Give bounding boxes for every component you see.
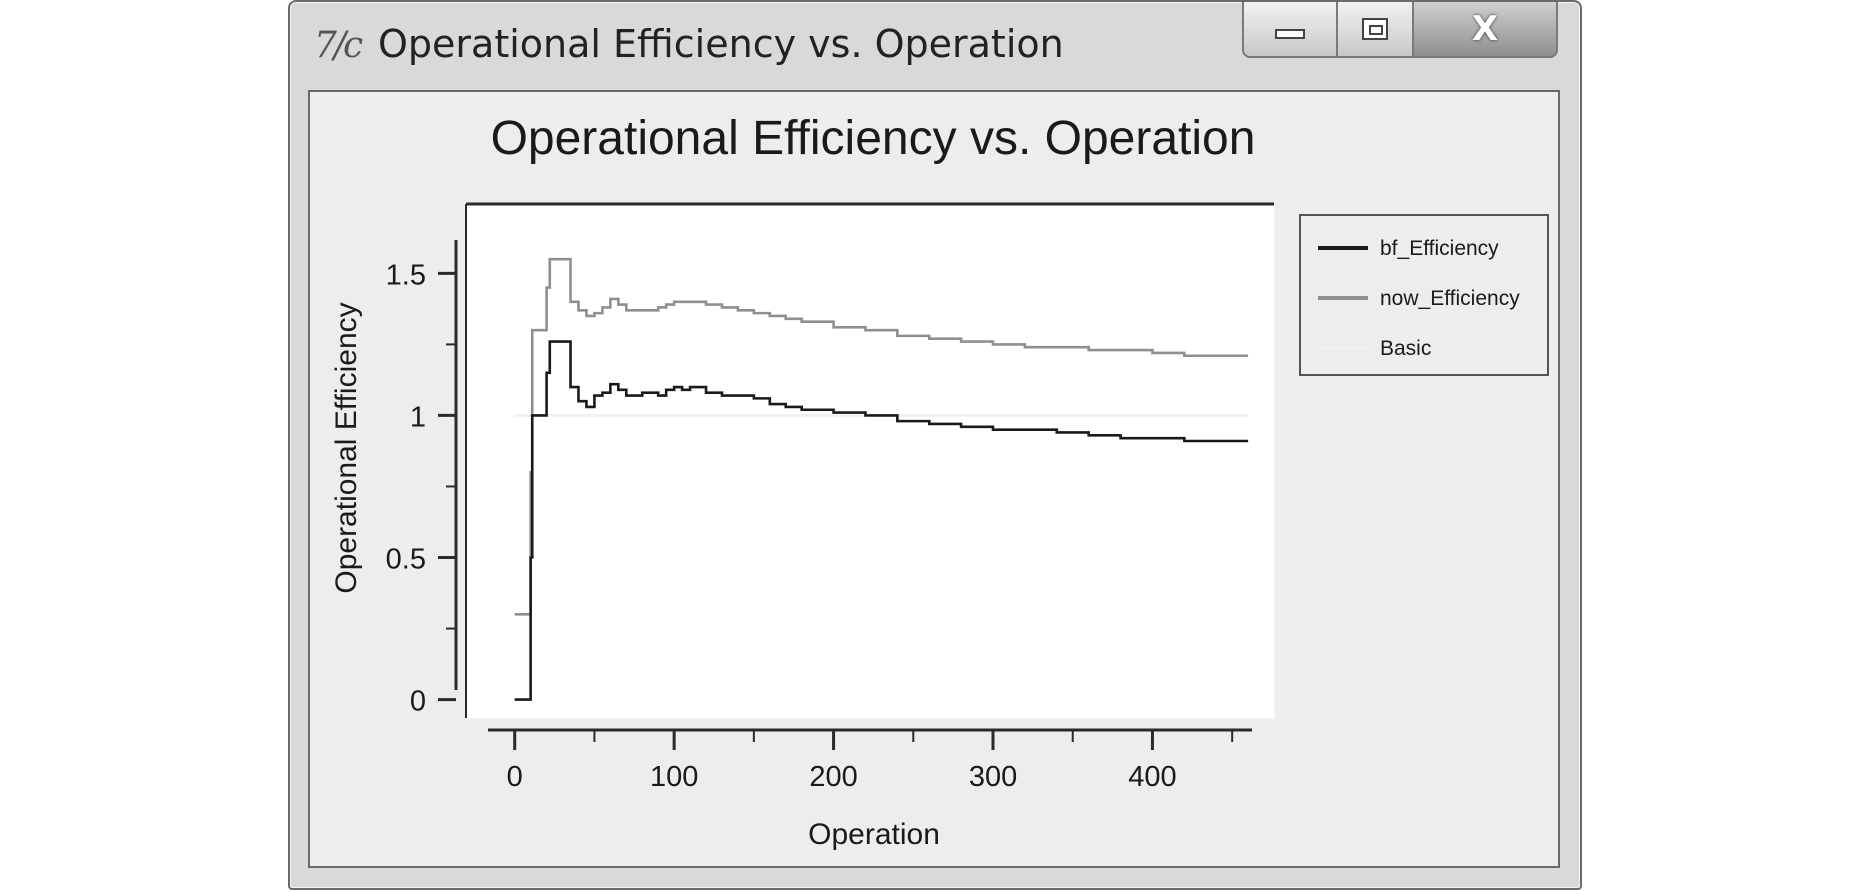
x-tick-label: 0 <box>507 761 523 793</box>
x-tick-label: 200 <box>809 761 857 793</box>
app-window: 7/c Operational Efficiency vs. Operation… <box>288 0 1582 890</box>
plot-area <box>465 203 1275 719</box>
series-layer <box>514 257 1249 701</box>
maximize-icon <box>1362 18 1388 40</box>
chart-title: Operational Efficiency vs. Operation <box>491 112 1256 165</box>
minimize-icon <box>1275 29 1305 39</box>
series-line-now-efficiency <box>514 257 1249 616</box>
y-tick-label: 1 <box>410 401 426 433</box>
legend-label: Basic <box>1380 337 1431 360</box>
legend-label: now_Efficiency <box>1380 287 1520 310</box>
window-controls: X <box>1242 2 1562 60</box>
y-tick-label: 0.5 <box>386 544 426 576</box>
y-tick-label: 0 <box>410 686 426 718</box>
close-icon: X <box>1471 9 1499 49</box>
close-button[interactable]: X <box>1412 2 1558 58</box>
chart-area: Operational Efficiency vs. Operation 0 0.… <box>308 90 1560 868</box>
maximize-button[interactable] <box>1336 2 1414 58</box>
title-bar[interactable]: 7/c Operational Efficiency vs. Operation… <box>290 2 1580 88</box>
x-axis-label: Operation <box>808 818 940 851</box>
legend-label: bf_Efficiency <box>1380 237 1499 260</box>
series-line-bf-efficiency <box>514 340 1249 701</box>
chart-canvas: Operational Efficiency vs. Operation 0 0.… <box>330 112 1549 851</box>
tk-feather-icon[interactable]: 7/c <box>314 25 363 66</box>
x-tick-label: 300 <box>969 761 1017 793</box>
y-ticks: 0 0.5 1 1.5 <box>386 259 456 718</box>
x-ticks: 0 100 200 300 400 <box>507 730 1234 793</box>
legend: bf_Efficiency now_Efficiency Basic <box>1299 214 1549 376</box>
x-tick-label: 400 <box>1128 761 1176 793</box>
y-tick-label: 1.5 <box>386 259 426 291</box>
x-tick-label: 100 <box>650 761 698 793</box>
y-axis-label: Operational Efficiency <box>330 302 363 593</box>
window-title: Operational Efficiency vs. Operation <box>378 22 1064 66</box>
minimize-button[interactable] <box>1242 2 1338 58</box>
